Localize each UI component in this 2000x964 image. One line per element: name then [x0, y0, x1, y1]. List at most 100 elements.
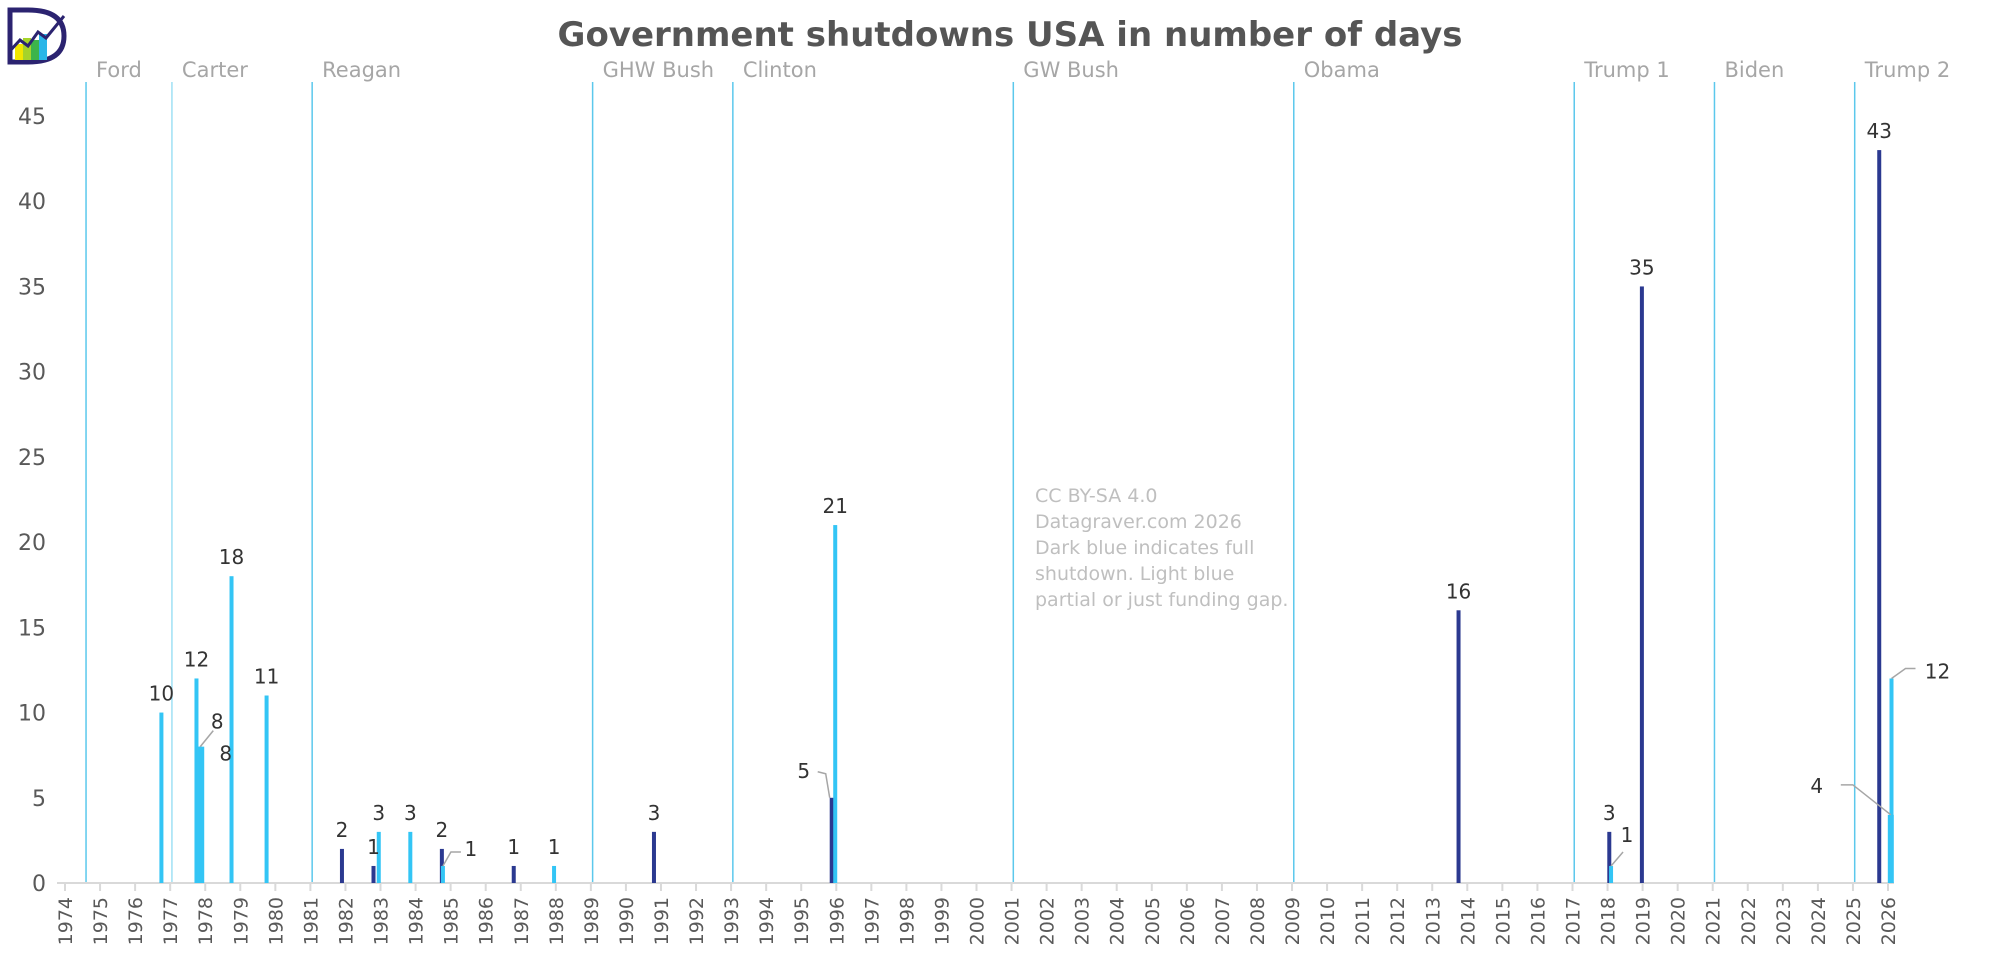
x-tick-label: 2020 — [1668, 897, 1690, 945]
logo — [7, 7, 67, 65]
data-label: 12 — [184, 647, 209, 671]
y-tick-label: 30 — [18, 361, 46, 386]
bar-partial-shutdown — [833, 525, 838, 883]
x-tick-label: 1988 — [546, 897, 568, 945]
bar-partial-shutdown — [552, 865, 557, 883]
x-tick-label: 1987 — [511, 897, 533, 945]
bar-partial-shutdown — [229, 576, 234, 883]
data-label: 43 — [1867, 119, 1892, 143]
x-tick-label: 2000 — [967, 897, 989, 945]
logo-d-shape — [7, 7, 67, 65]
x-tick-label: 1983 — [371, 897, 393, 945]
x-tick-label: 2026 — [1878, 897, 1900, 945]
bar-partial-shutdown — [159, 712, 164, 883]
y-tick-label: 15 — [18, 616, 46, 641]
x-tick-label: 1995 — [791, 897, 813, 945]
presidency-label: Biden — [1724, 58, 1784, 82]
data-label: 5 — [797, 759, 810, 783]
annotation-line: Datagraver.com 2026 — [1035, 511, 1242, 533]
annotation-line: partial or just funding gap. — [1035, 589, 1288, 611]
x-tick-label: 1999 — [931, 897, 953, 945]
logo-bar-yellow — [15, 44, 23, 60]
logo-bar-cyan — [39, 34, 47, 60]
y-tick-label: 0 — [32, 872, 46, 897]
bar-partial-shutdown — [194, 678, 199, 883]
data-label: 11 — [254, 665, 279, 689]
x-tick-label: 2024 — [1808, 897, 1830, 945]
bar-full-shutdown — [651, 831, 656, 883]
presidency-label: Ford — [96, 58, 142, 82]
x-tick-label: 2008 — [1247, 897, 1269, 945]
data-label: 1 — [507, 835, 520, 859]
bar-partial-shutdown — [264, 695, 269, 883]
x-tick-label: 1974 — [55, 897, 77, 945]
annotation-line: shutdown. Light blue — [1035, 563, 1234, 585]
x-tick-label: 1992 — [686, 897, 708, 945]
x-tick-label: 2002 — [1037, 897, 1059, 945]
presidency-label: Reagan — [322, 58, 401, 82]
x-tick-label: 1990 — [616, 897, 638, 945]
presidency-label: GW Bush — [1023, 58, 1119, 82]
data-label: 12 — [1925, 659, 1950, 683]
x-tick-label: 2009 — [1282, 897, 1304, 945]
data-label: 1 — [1621, 823, 1634, 847]
presidency-label: GHW Bush — [603, 58, 714, 82]
x-tick-label: 2015 — [1492, 897, 1514, 945]
bar-full-shutdown — [1456, 610, 1461, 883]
x-tick-label: 1991 — [651, 897, 673, 945]
y-tick-label: 5 — [32, 787, 46, 812]
x-tick-label: 2011 — [1352, 897, 1374, 945]
logo-trend-icon — [7, 15, 66, 54]
x-tick-label: 1979 — [230, 897, 252, 945]
x-tick-label: 1996 — [826, 897, 848, 945]
presidency-label: Trump 2 — [1864, 58, 1951, 82]
bar-full-shutdown — [1877, 150, 1882, 884]
bar-full-shutdown — [339, 848, 344, 883]
bar-full-shutdown — [829, 797, 834, 883]
y-tick-label: 25 — [18, 446, 46, 471]
data-label: 3 — [404, 801, 417, 825]
data-label: 18 — [219, 545, 244, 569]
bar-full-shutdown — [371, 865, 376, 883]
x-tick-label: 1981 — [300, 897, 322, 945]
x-tick-label: 2005 — [1142, 897, 1164, 945]
logo-bar-green — [31, 40, 39, 60]
y-tick-label: 10 — [18, 702, 46, 727]
presidency-layer: Ford Carter Reagan GHW Bush Clinton GW Bush Ob… — [85, 58, 1951, 883]
presidency-label: Carter — [182, 58, 248, 82]
label-leader-line — [1840, 784, 1892, 816]
y-tick-label: 40 — [18, 190, 46, 215]
x-tick-label: 1986 — [476, 897, 498, 945]
x-tick-label: 1975 — [90, 897, 112, 945]
data-label: 8 — [219, 742, 232, 766]
label-leader-line — [817, 771, 831, 798]
data-label: 1 — [465, 837, 478, 861]
data-label: 3 — [1603, 801, 1616, 825]
data-label: 3 — [648, 801, 661, 825]
bar-partial-shutdown — [376, 831, 381, 883]
x-tick-label: 1989 — [581, 897, 603, 945]
x-tick-label: 2013 — [1422, 897, 1444, 945]
x-tick-label: 2003 — [1072, 897, 1094, 945]
data-label: 2 — [436, 818, 449, 842]
x-tick-label: 2023 — [1773, 897, 1795, 945]
x-tick-label: 1998 — [896, 897, 918, 945]
bar-partial-shutdown — [440, 865, 445, 883]
data-label: 2 — [336, 818, 349, 842]
data-label: 4 — [1810, 774, 1823, 798]
bar-partial-shutdown — [199, 746, 205, 883]
x-tick-label: 2012 — [1387, 897, 1409, 945]
x-tick-label: 2017 — [1562, 897, 1584, 945]
x-tick-label: 2021 — [1703, 897, 1725, 945]
bar-partial-shutdown — [408, 831, 413, 883]
label-leader-line — [1610, 851, 1624, 867]
x-tick-label: 2014 — [1457, 897, 1479, 945]
axis-layer: 1974 1975 1976 1977 1978 1979 1980 1981 1982 1983… — [18, 105, 1900, 945]
presidency-label: Obama — [1304, 58, 1380, 82]
y-tick-label: 20 — [18, 531, 46, 556]
x-tick-label: 1985 — [441, 897, 463, 945]
data-label: 16 — [1446, 579, 1471, 603]
data-label: 35 — [1629, 255, 1654, 279]
x-tick-label: 1980 — [265, 897, 287, 945]
